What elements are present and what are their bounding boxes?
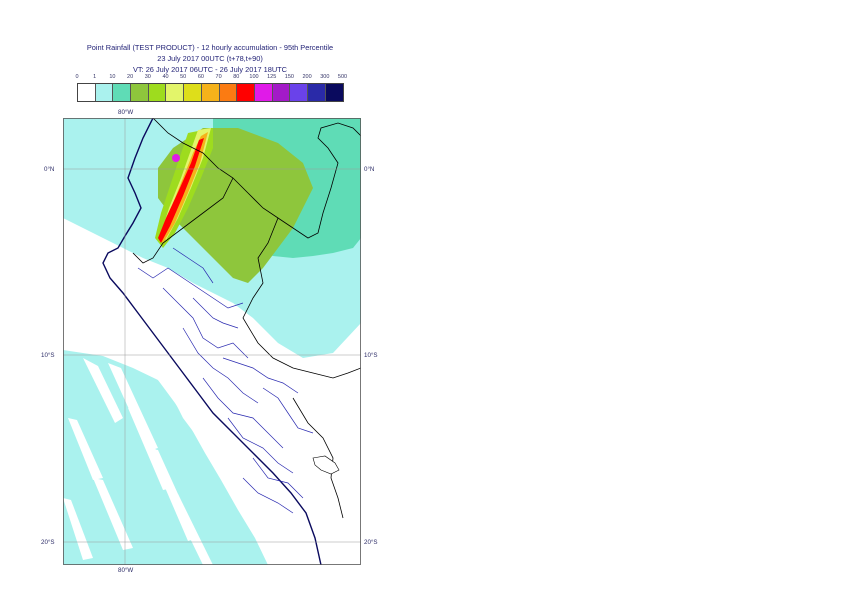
- legend-swatch: [219, 84, 238, 101]
- legend-tick-label: 0: [75, 74, 79, 80]
- legend-swatch: [131, 84, 149, 101]
- legend-swatch: [290, 84, 308, 101]
- legend-swatch: [237, 84, 255, 101]
- title-line-2: 23 July 2017 00UTC (t+78,t+90): [157, 54, 263, 63]
- ocean-streaks: [63, 358, 213, 565]
- legend-swatch: [95, 84, 114, 101]
- rain-peak-magenta: [172, 154, 180, 162]
- lake-titicaca: [312, 455, 340, 475]
- legend-tick-label: 80: [233, 74, 240, 80]
- country-borders: [132, 118, 361, 519]
- legend-swatch: [201, 84, 220, 101]
- legend-tick-label: 20: [127, 74, 134, 80]
- legend-tick-label: 150: [284, 74, 294, 80]
- legend-tick-labels: 0 1 10 20 30 40 50 60 70 80 100 125 150 200 300 500: [70, 74, 360, 84]
- map-frame: [63, 118, 361, 565]
- legend-swatch: [148, 84, 167, 101]
- legend-tick-label: 40: [162, 74, 169, 80]
- lat-label-left-20: 20°S: [41, 539, 55, 546]
- lat-label-left-0: 0°N: [44, 166, 55, 173]
- lon-label-top: 80°W: [118, 109, 134, 116]
- legend-swatch: [254, 84, 273, 101]
- map-canvas: [63, 118, 361, 565]
- legend-swatch: [166, 84, 185, 101]
- legend-tick-label: 200: [302, 74, 312, 80]
- legend-swatch: [184, 84, 202, 101]
- rain-area-red: [158, 138, 204, 243]
- lat-label-right-20: 20°S: [364, 539, 378, 546]
- lat-label-left-10: 10°S: [41, 352, 55, 359]
- title-line-1: Point Rainfall (TEST PRODUCT) - 12 hourl…: [86, 43, 334, 52]
- legend-tick-label: 50: [180, 74, 187, 80]
- lat-label-right-10: 10°S: [364, 352, 378, 359]
- lat-label-right-0: 0°N: [364, 166, 375, 173]
- title-line-3: VT: 26 July 2017 06UTC - 26 July 2017 18…: [132, 65, 288, 74]
- legend-tick-label: 1: [93, 74, 97, 80]
- legend-swatch: [307, 84, 326, 101]
- legend-tick-label: 60: [197, 74, 204, 80]
- coastline: [102, 118, 322, 565]
- rainfall-map: [63, 118, 361, 565]
- regional-borders: [137, 247, 314, 514]
- legend-swatch: [325, 84, 344, 101]
- legend-tick-label: 125: [267, 74, 277, 80]
- legend-swatch: [113, 84, 132, 101]
- lon-label-bottom: 80°W: [118, 567, 134, 574]
- legend-tick-label: 100: [249, 74, 259, 80]
- legend-tick-label: 30: [144, 74, 151, 80]
- coastal-dry-area: [103, 268, 348, 565]
- graticule: [63, 118, 361, 565]
- legend-tick-label: 70: [215, 74, 222, 80]
- legend-tick-label: 500: [337, 74, 348, 80]
- legend-tick-label: 10: [109, 74, 116, 80]
- legend-swatch: [272, 84, 291, 101]
- legend-swatch: [78, 84, 96, 101]
- rainfall-legend: [77, 83, 345, 102]
- legend-tick-label: 300: [320, 74, 330, 80]
